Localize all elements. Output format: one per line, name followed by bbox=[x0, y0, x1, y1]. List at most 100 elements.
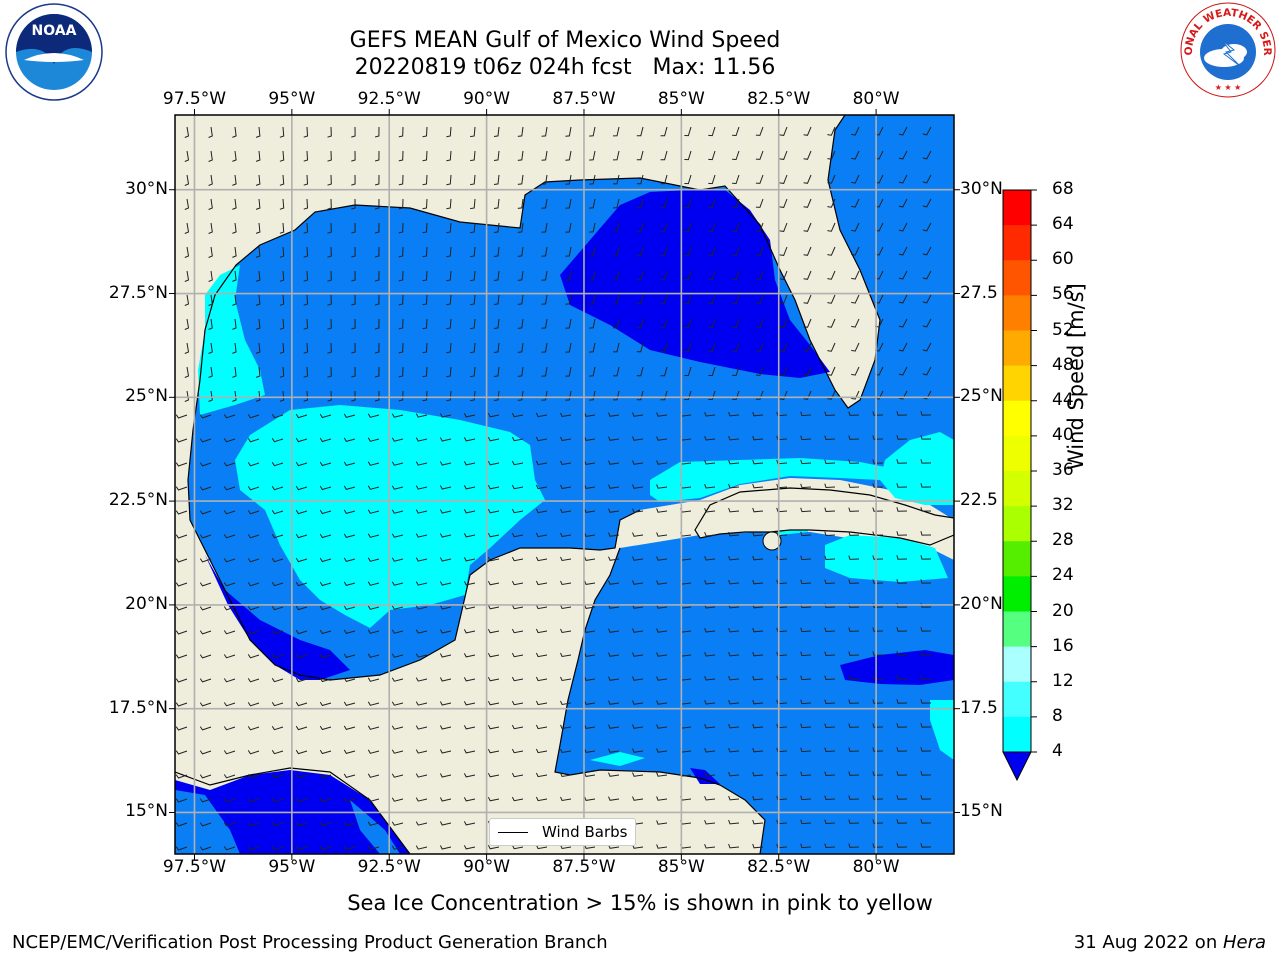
noaa-logo-text: NOAA bbox=[32, 23, 77, 39]
wind-barb bbox=[319, 821, 332, 827]
wind-barb bbox=[684, 318, 692, 329]
wind-barb bbox=[208, 342, 213, 354]
wind-barb bbox=[920, 675, 932, 680]
wind-barb bbox=[848, 795, 860, 800]
wind-barb bbox=[872, 579, 884, 584]
wind-barb bbox=[493, 294, 500, 305]
wind-barb bbox=[415, 485, 428, 490]
wind-barb bbox=[732, 198, 740, 209]
wind-barb bbox=[271, 702, 284, 707]
wind-barb bbox=[463, 509, 476, 514]
wind-barb bbox=[295, 461, 308, 467]
wind-barb bbox=[295, 581, 308, 587]
wind-barb bbox=[872, 843, 884, 848]
wind-barb bbox=[560, 508, 572, 514]
wind-barb bbox=[351, 270, 356, 282]
wind-barb bbox=[898, 342, 908, 352]
lon-label-bottom: 87.5°W bbox=[552, 857, 616, 877]
wind-barb bbox=[487, 436, 500, 442]
wind-barb bbox=[398, 150, 404, 162]
wind-barb bbox=[896, 819, 908, 824]
wind-barb bbox=[922, 318, 932, 328]
wind-barb bbox=[463, 797, 476, 802]
wind-barb bbox=[255, 150, 261, 162]
wind-barb bbox=[517, 126, 524, 137]
wind-barb bbox=[391, 461, 404, 466]
wind-barb bbox=[175, 654, 188, 659]
wind-barb bbox=[584, 436, 596, 441]
wind-barb bbox=[223, 486, 236, 491]
wind-barb bbox=[223, 822, 236, 827]
wind-barb bbox=[470, 342, 476, 354]
wind-barb bbox=[684, 390, 692, 401]
wind-barb bbox=[319, 749, 332, 755]
wind-barb bbox=[535, 676, 548, 682]
wind-barb bbox=[319, 605, 332, 611]
wind-barb bbox=[898, 174, 908, 184]
wind-barb bbox=[208, 366, 213, 378]
wind-barb bbox=[824, 483, 836, 489]
wind-barb bbox=[752, 651, 764, 657]
lon-label-bottom: 82.5°W bbox=[747, 857, 811, 877]
wind-barb bbox=[398, 126, 404, 138]
wind-barb bbox=[295, 485, 308, 491]
wind-barb bbox=[470, 366, 476, 378]
wind-barb bbox=[493, 198, 500, 209]
wind-barb bbox=[511, 724, 524, 730]
wind-barb bbox=[872, 795, 884, 800]
wind-barb bbox=[589, 222, 596, 233]
wind-barb bbox=[247, 726, 260, 731]
wind-barb bbox=[208, 150, 213, 162]
wind-barb bbox=[560, 724, 572, 730]
wind-barb bbox=[422, 342, 428, 354]
wind-barb bbox=[752, 843, 764, 849]
wind-barb bbox=[922, 150, 932, 160]
wind-barb bbox=[800, 459, 812, 465]
wind-barb bbox=[232, 366, 237, 378]
wind-barb bbox=[351, 174, 356, 186]
wind-barb bbox=[487, 700, 500, 706]
colorbar-segment bbox=[1003, 576, 1031, 612]
wind-barb bbox=[755, 126, 764, 136]
wind-barb bbox=[232, 318, 237, 330]
wind-barb bbox=[463, 461, 476, 466]
wind-barb bbox=[636, 246, 644, 257]
wind-barb bbox=[803, 342, 812, 352]
wind-barb bbox=[319, 677, 332, 683]
wind-barb bbox=[800, 819, 812, 825]
wind-barb bbox=[463, 653, 476, 658]
wind-barb bbox=[656, 676, 668, 681]
wind-barb bbox=[560, 676, 572, 682]
wind-barb bbox=[175, 678, 188, 683]
wind-barb bbox=[608, 484, 620, 489]
wind-barb bbox=[872, 435, 884, 440]
wind-barb bbox=[827, 198, 836, 208]
wind-barb bbox=[660, 222, 668, 233]
wind-barb bbox=[560, 532, 572, 538]
wind-barb bbox=[223, 798, 236, 803]
lon-label-bottom: 90°W bbox=[463, 857, 511, 877]
wind-barb bbox=[589, 126, 596, 137]
wind-barb bbox=[684, 270, 692, 281]
wind-barb bbox=[535, 460, 548, 466]
wind-barb bbox=[199, 654, 212, 659]
strong-zone-caribbean bbox=[825, 535, 948, 582]
wind-barb bbox=[391, 701, 404, 706]
wind-barb bbox=[896, 411, 908, 416]
wind-barb bbox=[487, 796, 500, 802]
wind-barb bbox=[535, 700, 548, 706]
wind-barb bbox=[800, 795, 812, 801]
wind-barb bbox=[374, 246, 380, 258]
wind-barb bbox=[779, 366, 788, 376]
wind-barb bbox=[704, 532, 716, 537]
wind-barb bbox=[560, 844, 572, 850]
colorbar-segment bbox=[1003, 190, 1031, 226]
wind-barb bbox=[232, 222, 237, 234]
wind-barb bbox=[824, 843, 836, 849]
wind-barb bbox=[824, 531, 836, 537]
colorbar-segment bbox=[1003, 400, 1031, 437]
wind-barb bbox=[708, 126, 716, 137]
wind-barb bbox=[560, 436, 572, 442]
wind-barb bbox=[199, 822, 212, 827]
wind-barb bbox=[704, 628, 716, 633]
